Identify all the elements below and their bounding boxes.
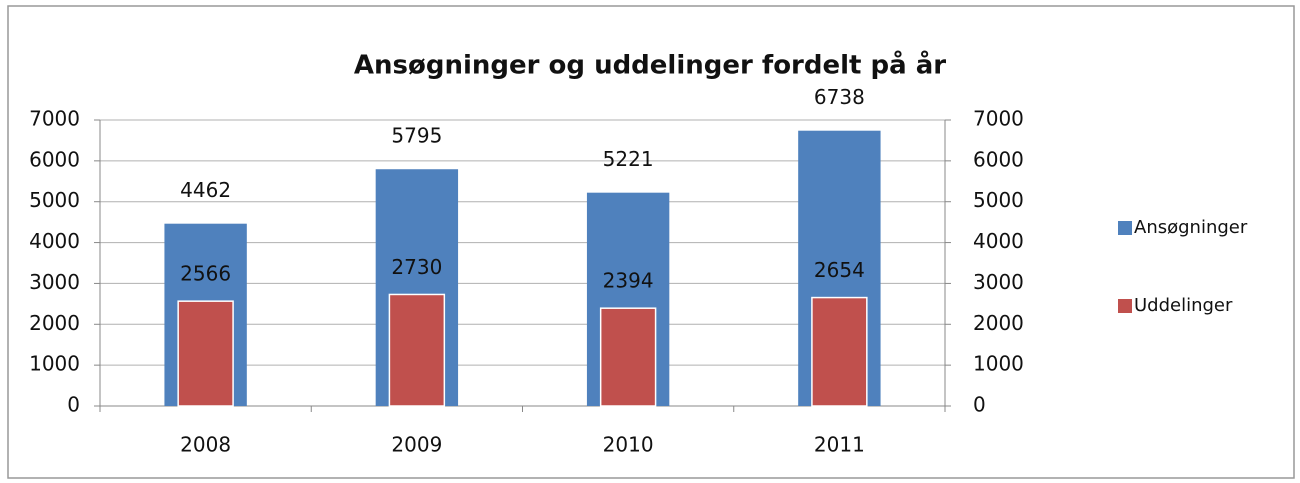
x-tick-label: 2008 xyxy=(180,433,231,457)
y-tick-label: 4000 xyxy=(29,229,80,253)
y-tick-label: 5000 xyxy=(29,188,80,212)
x-tick-label: 2009 xyxy=(391,433,442,457)
data-label: 6738 xyxy=(814,85,865,109)
data-label: 5221 xyxy=(603,147,654,171)
y-tick-label: 3000 xyxy=(29,270,80,294)
data-label: 2654 xyxy=(814,258,865,282)
y2-tick-label: 5000 xyxy=(973,188,1024,212)
legend-label: Ansøgninger xyxy=(1134,217,1248,238)
legend-swatch xyxy=(1118,299,1132,313)
data-label: 4462 xyxy=(180,178,231,202)
data-label: 2566 xyxy=(180,262,231,286)
data-label: 5795 xyxy=(391,124,442,148)
data-label: 2730 xyxy=(391,255,442,279)
chart-title: Ansøgninger og uddelinger fordelt på år xyxy=(354,49,946,81)
data-label: 2394 xyxy=(603,269,654,293)
y2-tick-label: 0 xyxy=(973,393,986,417)
y2-tick-label: 6000 xyxy=(973,147,1024,171)
bar xyxy=(599,307,657,407)
y2-tick-label: 2000 xyxy=(973,311,1024,335)
y2-tick-label: 7000 xyxy=(973,107,1024,131)
y-tick-label: 0 xyxy=(67,393,80,417)
y2-tick-label: 4000 xyxy=(973,229,1024,253)
bar xyxy=(177,300,234,407)
y2-tick-label: 1000 xyxy=(973,352,1024,376)
x-tick-label: 2011 xyxy=(814,433,865,457)
y-tick-label: 1000 xyxy=(29,352,80,376)
bar xyxy=(811,296,868,407)
legend-swatch xyxy=(1118,221,1132,235)
y2-tick-label: 3000 xyxy=(973,270,1024,294)
y-tick-label: 2000 xyxy=(29,311,80,335)
bar xyxy=(388,293,446,407)
y-tick-label: 6000 xyxy=(29,147,80,171)
y-tick-label: 7000 xyxy=(29,107,80,131)
x-tick-label: 2010 xyxy=(603,433,654,457)
legend-label: Uddelinger xyxy=(1134,295,1233,316)
